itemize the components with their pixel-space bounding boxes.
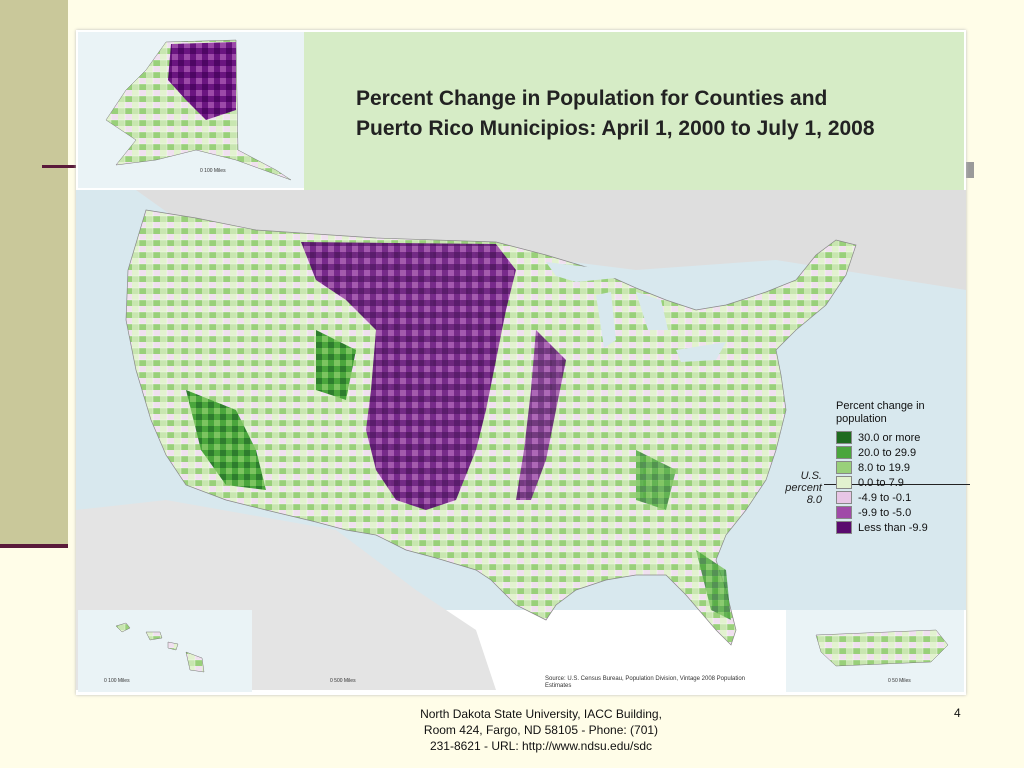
legend-swatch <box>836 521 852 534</box>
legend-label: Less than -9.9 <box>858 521 928 534</box>
legend-title: Percent change in population <box>836 400 925 425</box>
slide-side-bar <box>0 0 68 547</box>
puerto-rico-inset <box>815 629 949 667</box>
map-title-line1: Percent Change in Population for Countie… <box>356 87 828 110</box>
legend-swatch <box>836 491 852 504</box>
legend-item: 30.0 or more <box>836 430 946 445</box>
legend-item: 8.0 to 19.9 <box>836 460 946 475</box>
main-scale-bar: 0 500 Miles <box>330 678 356 684</box>
legend-swatch <box>836 446 852 459</box>
page-number: 4 <box>954 706 961 720</box>
bottom-rule <box>0 544 68 548</box>
map-title-line2: Puerto Rico Municipios: April 1, 2000 to… <box>356 117 875 140</box>
map-source: Source: U.S. Census Bureau, Population D… <box>545 676 746 689</box>
legend-item: -4.9 to -0.1 <box>836 490 946 505</box>
legend-item: -9.9 to -5.0 <box>836 505 946 520</box>
us-percent-line <box>824 484 970 485</box>
footer-line1: North Dakota State University, IACC Buil… <box>420 707 662 721</box>
us-county-map <box>76 32 966 692</box>
legend-label: 8.0 to 19.9 <box>858 461 910 474</box>
legend-swatch <box>836 431 852 444</box>
legend-label: -4.9 to -0.1 <box>858 491 912 504</box>
legend-swatch <box>836 476 852 489</box>
legend-label: 30.0 or more <box>858 431 921 444</box>
legend-label: 0.0 to 7.9 <box>858 476 904 489</box>
alaska-scale-bar: 0 100 Miles <box>200 168 226 174</box>
us-percent-note: U.S. percent 8.0 <box>785 470 822 506</box>
map-legend: Percent change in population 30.0 or mor… <box>836 400 946 535</box>
hawaii-inset <box>115 622 205 673</box>
map-image <box>76 30 966 695</box>
footer-line3: 231-8621 - URL: http://www.ndsu.edu/sdc <box>429 739 653 753</box>
legend-item: Less than -9.9 <box>836 520 946 535</box>
title-panel <box>304 32 964 190</box>
legend-item: 20.0 to 29.9 <box>836 445 946 460</box>
pr-scale-bar: 0 50 Miles <box>888 678 911 684</box>
map-title: Percent Change in Population for Countie… <box>356 84 956 144</box>
footer-line2: Room 424, Fargo, ND 58105 - Phone: (701) <box>423 723 659 737</box>
legend-swatch <box>836 461 852 474</box>
legend-swatch <box>836 506 852 519</box>
legend-label: 20.0 to 29.9 <box>858 446 917 459</box>
title-rule <box>42 165 78 168</box>
legend-items: 30.0 or more 20.0 to 29.9 8.0 to 19.9 0.0 t… <box>836 430 946 535</box>
slide-footer: North Dakota State University, IACC Buil… <box>388 706 694 754</box>
legend-item: 0.0 to 7.9 <box>836 475 946 490</box>
legend-label: -9.9 to -5.0 <box>858 506 912 519</box>
hawaii-scale-bar: 0 100 Miles <box>104 678 130 684</box>
